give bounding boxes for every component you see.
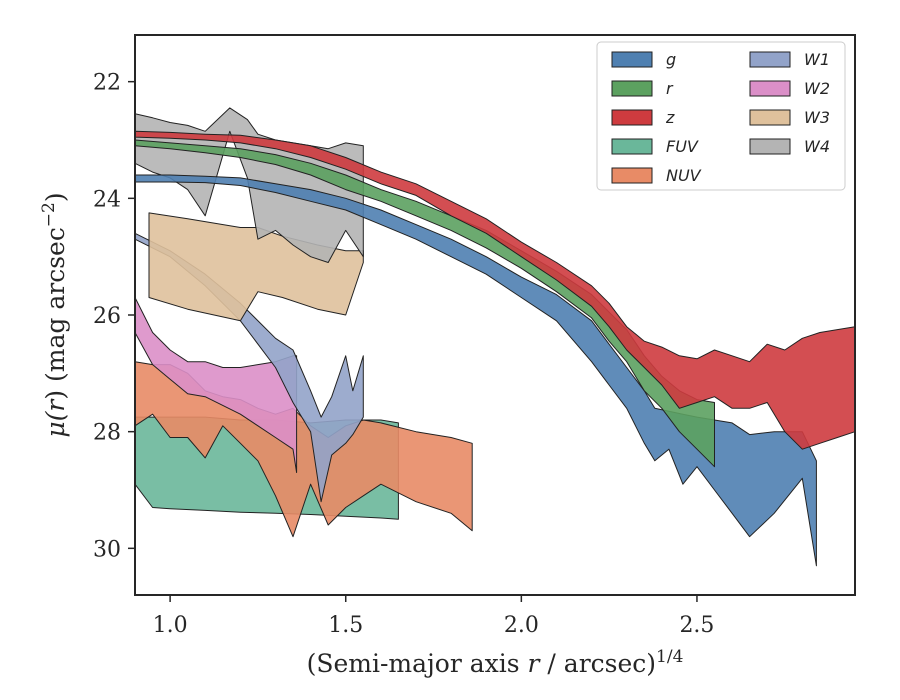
y-tick-label: 22: [93, 71, 121, 96]
x-tick-label: 2.0: [504, 613, 539, 638]
x-axis: 1.0 1.5 2.0 2.5: [153, 595, 714, 638]
legend-swatch-w1: [749, 51, 791, 68]
x-axis-label: (Semi-major axis r / arcsec)1/4: [307, 647, 684, 678]
y-tick-label: 26: [93, 304, 121, 329]
legend-swatch-w3: [749, 109, 791, 126]
legend-swatch-w2: [749, 80, 791, 97]
legend: grz FUV NUV W1 W2 W3 W4: [596, 41, 846, 191]
legend-label-nuv: NUV: [666, 166, 702, 185]
legend-swatch-r: [611, 80, 653, 97]
legend-swatch-g: [611, 51, 653, 68]
legend-swatch-z: [611, 109, 653, 126]
legend-label-w2: W2: [804, 79, 830, 98]
legend-label-fuv: FUV: [666, 137, 699, 156]
y-tick-label: 28: [93, 421, 121, 446]
legend-swatch-w4: [749, 138, 791, 155]
legend-label-w3: W3: [804, 108, 830, 127]
legend-swatch-fuv: [611, 138, 653, 155]
legend-label-w4: W4: [804, 137, 830, 156]
y-tick-label: 24: [93, 187, 121, 212]
y-axis: 22 24 26 28 30: [93, 71, 135, 562]
legend-label-w1: W1: [804, 50, 830, 69]
legend-swatch-nuv: [611, 167, 653, 184]
plot-area: [134, 107, 856, 567]
band-g: [134, 174, 817, 567]
legend-label-z: z: [665, 108, 675, 127]
x-tick-label: 2.5: [679, 613, 714, 638]
x-tick-label: 1.5: [328, 613, 363, 638]
legend-label-r: r: [666, 79, 674, 98]
band-w2: [134, 297, 298, 473]
band-w3: [148, 212, 364, 322]
legend-label-g: g: [666, 50, 676, 69]
y-tick-label: 30: [93, 537, 121, 562]
y-axis-label: μ(r) (mag arcsec−2): [39, 192, 70, 437]
x-tick-label: 1.0: [153, 613, 188, 638]
